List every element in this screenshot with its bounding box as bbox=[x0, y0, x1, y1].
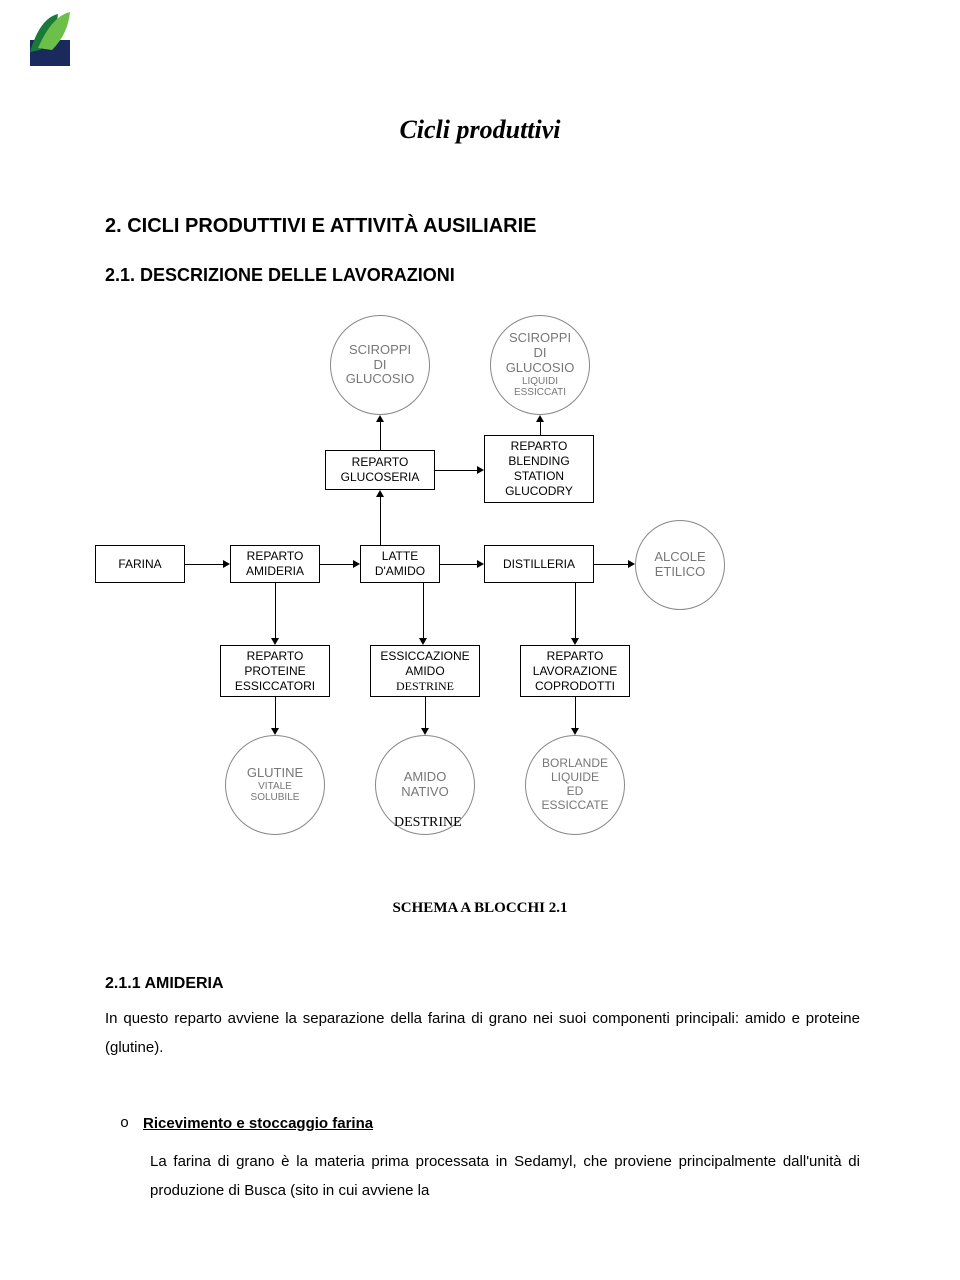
node-latte-amido: LATTE D'AMIDO bbox=[360, 545, 440, 583]
heading-2: 2. CICLI PRODUTTIVI E ATTIVITÀ AUSILIARI… bbox=[105, 215, 537, 238]
node-borlande: BORLANDE LIQUIDE ED ESSICCATE bbox=[525, 735, 625, 835]
schema-caption: SCHEMA A BLOCCHI 2.1 bbox=[0, 900, 960, 917]
node-alcole-etilico: ALCOLE ETILICO bbox=[635, 520, 725, 610]
heading-2-1-1: 2.1.1 AMIDERIA bbox=[105, 975, 224, 993]
node-distilleria: DISTILLERIA bbox=[484, 545, 594, 583]
node-farina: FARINA bbox=[95, 545, 185, 583]
paragraph-amideria: In questo reparto avviene la separazione… bbox=[105, 1005, 860, 1062]
flow-diagram: SCIROPPI DI GLUCOSIO SCIROPPI DI GLUCOSI… bbox=[60, 315, 900, 875]
node-proteine-essiccatori: REPARTO PROTEINE ESSICCATORI bbox=[220, 645, 330, 697]
logo bbox=[18, 10, 78, 70]
node-sciroppi-glucosio-1: SCIROPPI DI GLUCOSIO bbox=[330, 315, 430, 415]
node-glucoseria: REPARTO GLUCOSERIA bbox=[325, 450, 435, 490]
bullet-heading: Ricevimento e stoccaggio farina bbox=[143, 1115, 373, 1132]
node-blending-station: REPARTO BLENDING STATION GLUCODRY bbox=[484, 435, 594, 503]
paragraph-ricevimento: La farina di grano è la materia prima pr… bbox=[150, 1148, 860, 1205]
page-title: Cicli produttivi bbox=[0, 115, 960, 145]
node-glutine: GLUTINE VITALE SOLUBILE bbox=[225, 735, 325, 835]
heading-2-1: 2.1. DESCRIZIONE DELLE LAVORAZIONI bbox=[105, 265, 455, 286]
node-lavorazione-coprodotti: REPARTO LAVORAZIONE COPRODOTTI bbox=[520, 645, 630, 697]
bullet-item: o Ricevimento e stoccaggio farina bbox=[120, 1115, 373, 1132]
bullet-marker: o bbox=[120, 1115, 129, 1132]
node-destrine-label: DESTRINE bbox=[394, 815, 462, 831]
node-essiccazione-amido: ESSICCAZIONE AMIDO DESTRINE bbox=[370, 645, 480, 697]
node-amideria: REPARTO AMIDERIA bbox=[230, 545, 320, 583]
node-sciroppi-glucosio-2: SCIROPPI DI GLUCOSIO LIQUIDI ESSICCATI bbox=[490, 315, 590, 415]
